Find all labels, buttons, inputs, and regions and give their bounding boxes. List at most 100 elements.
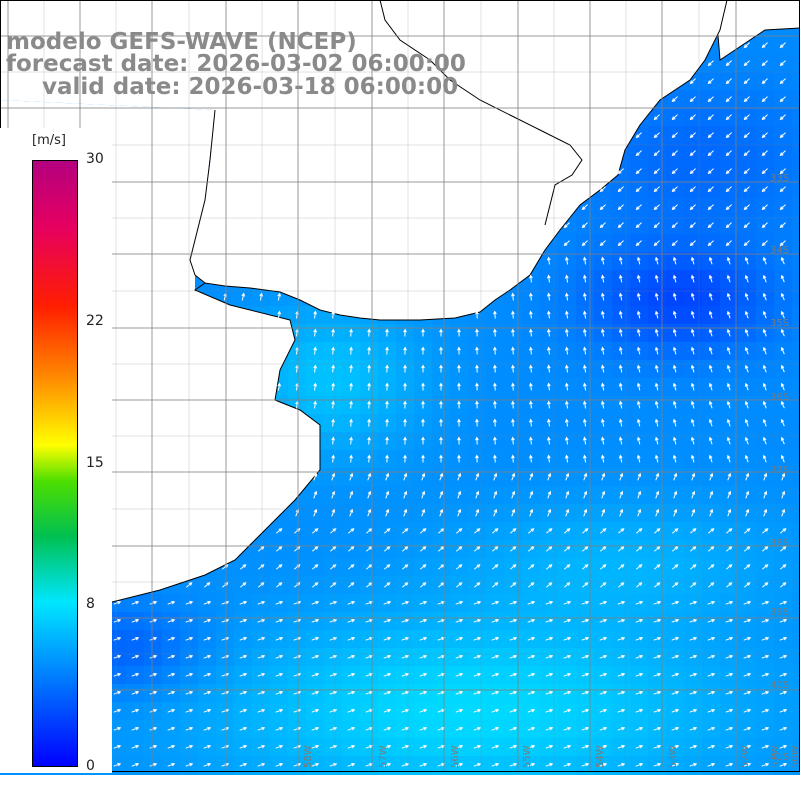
field-cell: [162, 702, 181, 721]
wind-vector: [547, 490, 552, 499]
wind-vector: [780, 546, 787, 552]
wind-vector: [149, 672, 158, 677]
field-cell: [612, 216, 631, 235]
wind-vector: [671, 186, 678, 193]
wind-vector: [131, 654, 140, 659]
colorbar-tick-label: 22: [86, 312, 104, 329]
wind-vector: [113, 762, 122, 767]
wind-vector: [439, 454, 443, 463]
wind-vector: [671, 204, 678, 211]
wind-vector: [493, 472, 498, 481]
wind-vector: [455, 726, 464, 731]
field-cell: [702, 702, 721, 721]
wind-vector: [185, 708, 194, 713]
wind-vector: [402, 528, 409, 534]
field-cell: [630, 234, 649, 253]
wind-vector: [690, 454, 695, 463]
wind-vector: [743, 60, 750, 67]
wind-vector: [349, 328, 353, 337]
wind-vector: [528, 546, 535, 552]
field-cell: [522, 486, 541, 505]
field-cell: [666, 522, 685, 541]
field-cell: [576, 234, 595, 253]
wind-vector: [762, 310, 767, 319]
wind-vector: [581, 204, 588, 211]
field-cell: [522, 576, 541, 595]
wind-vector: [547, 508, 552, 517]
lat-label: 41S: [770, 752, 790, 763]
field-cell: [450, 504, 469, 523]
lat-label: 33S: [770, 173, 790, 184]
wind-vector: [439, 328, 443, 337]
wind-vector: [475, 436, 479, 445]
field-cell: [360, 558, 379, 577]
wind-vector: [185, 672, 194, 677]
wind-vector: [492, 582, 499, 588]
wind-vector: [511, 436, 515, 445]
wind-vector: [636, 364, 641, 373]
field-cell: [738, 702, 757, 721]
field-cell: [306, 324, 325, 343]
field-cell: [378, 666, 397, 685]
field-cell: [756, 144, 775, 163]
field-cell: [738, 198, 757, 217]
field-cell: [702, 468, 721, 487]
wind-vector: [385, 490, 390, 499]
field-cell: [792, 486, 800, 505]
wind-vector: [475, 310, 479, 319]
wind-vector: [707, 114, 714, 121]
wind-vector: [349, 490, 354, 499]
field-cell: [432, 522, 451, 541]
field-cell: [702, 756, 721, 775]
wind-vector: [257, 762, 266, 767]
field-cell: [360, 540, 379, 559]
field-cell: [378, 756, 397, 775]
field-cell: [792, 666, 800, 685]
field-cell: [378, 612, 397, 631]
field-cell: [270, 612, 289, 631]
wind-vector: [725, 150, 732, 157]
wind-vector: [673, 472, 678, 481]
wind-vector: [779, 186, 786, 193]
wind-vector: [653, 222, 660, 229]
wind-vector: [689, 636, 698, 641]
field-cell: [558, 540, 577, 559]
field-cell: [306, 522, 325, 541]
field-cell: [702, 162, 721, 181]
wind-vector: [348, 582, 355, 588]
wind-vector: [618, 346, 623, 355]
field-cell: [720, 126, 739, 145]
field-cell: [756, 684, 775, 703]
field-cell: [522, 504, 541, 523]
wind-vector: [509, 672, 518, 677]
wind-vector: [599, 204, 606, 211]
wind-vector: [457, 490, 462, 499]
wind-vector: [653, 744, 662, 749]
wind-vector: [493, 508, 498, 517]
field-cell: [540, 504, 559, 523]
wind-vector: [744, 256, 749, 265]
wind-vector: [601, 490, 606, 499]
field-cell: [594, 594, 613, 613]
wind-vector: [419, 762, 428, 767]
wind-vector: [511, 310, 515, 319]
field-cell: [756, 720, 775, 739]
wind-vector: [493, 490, 498, 499]
wind-vector: [727, 490, 732, 499]
field-cell: [720, 522, 739, 541]
field-cell: [324, 594, 343, 613]
wind-vector: [311, 744, 320, 749]
field-cell: [630, 216, 649, 235]
field-cell: [522, 648, 541, 667]
wind-vector: [582, 292, 587, 301]
wind-vector: [600, 382, 605, 391]
field-cell: [162, 756, 181, 775]
wind-vector: [726, 256, 731, 265]
wind-vector: [726, 382, 731, 391]
wind-vector: [690, 328, 695, 337]
field-cell: [234, 702, 253, 721]
wind-vector: [329, 726, 338, 731]
wind-vector: [672, 400, 677, 409]
field-cell: [378, 324, 397, 343]
field-cell: [126, 702, 145, 721]
